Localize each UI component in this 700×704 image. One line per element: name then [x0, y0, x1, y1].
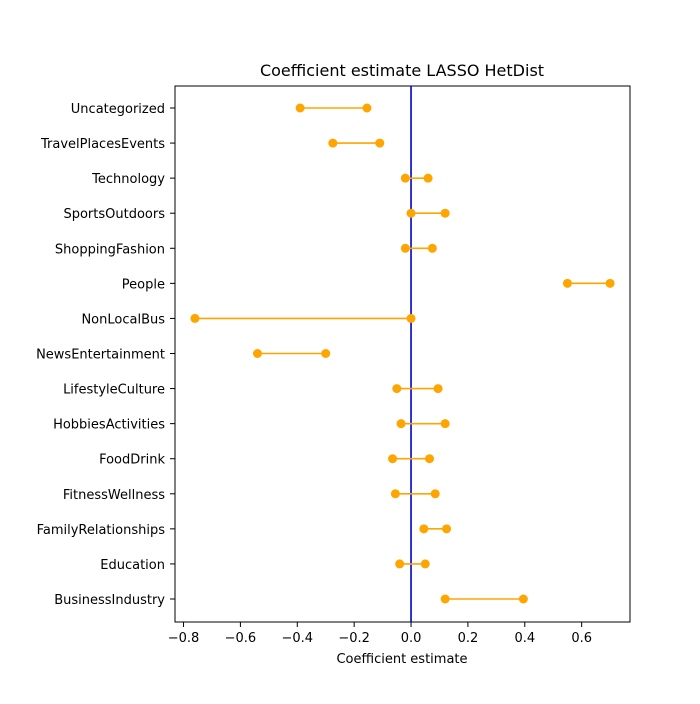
y-tick-label: Education [100, 558, 165, 573]
x-tick-label: 0.6 [571, 631, 592, 646]
interval-high-point [433, 384, 443, 394]
y-tick-label: SportsOutdoors [63, 207, 165, 222]
interval-high-point [423, 173, 433, 183]
interval-low-point [562, 278, 572, 288]
y-tick-label: FamilyRelationships [37, 523, 166, 538]
interval-high-point [440, 208, 450, 218]
interval-low-point [419, 524, 429, 534]
interval-high-point [406, 313, 416, 323]
plot-area: −0.8 −0.6 −0.4 −0.2 0.0 0.2 0.4 0.6 BusinessIndu… [36, 85, 631, 646]
y-tick-label: Uncategorized [71, 102, 165, 117]
interval-high-point [425, 454, 435, 464]
x-axis-label: Coefficient estimate [336, 652, 467, 667]
x-tick-label: 0.0 [401, 631, 422, 646]
y-tick-label: Technology [91, 172, 165, 187]
interval-high-point [420, 559, 430, 569]
interval-high-point [427, 243, 437, 253]
interval-low-point [400, 173, 410, 183]
interval-high-point [605, 278, 615, 288]
interval-low-point [252, 349, 262, 358]
interval-low-point [400, 243, 410, 253]
y-tick-label: FoodDrink [99, 453, 165, 468]
y-tick-label: NonLocalBus [81, 312, 165, 327]
y-tick-label: HobbiesActivities [53, 418, 165, 433]
interval-high-point [362, 103, 372, 113]
interval-low-point [190, 313, 200, 323]
y-tick-label: People [122, 277, 165, 292]
y-tick-label: ShoppingFashion [55, 242, 165, 257]
interval-high-point [440, 419, 450, 429]
interval-low-point [440, 594, 450, 604]
interval-high-point [375, 138, 385, 148]
x-tick-label: −0.2 [338, 631, 370, 646]
y-tick-label: BusinessIndustry [54, 593, 165, 608]
interval-high-point [518, 594, 528, 604]
interval-high-point [321, 349, 331, 358]
interval-low-point [390, 489, 400, 499]
interval-low-point [328, 138, 338, 148]
interval-low-point [395, 559, 405, 569]
x-tick-label: −0.8 [168, 631, 200, 646]
interval-high-point [430, 489, 440, 499]
x-tick-label: 0.4 [514, 631, 535, 646]
plot-frame [174, 85, 631, 623]
y-tick-label: TravelPlacesEvents [40, 137, 165, 152]
interval-low-point [295, 103, 305, 113]
y-tick-label: FitnessWellness [63, 488, 165, 503]
y-tick-label: LifestyleCulture [63, 383, 165, 398]
x-tick-label: −0.6 [225, 631, 257, 646]
interval-low-point [406, 208, 416, 218]
chart-title: Coefficient estimate LASSO HetDist [260, 61, 544, 80]
interval-low-point [388, 454, 398, 464]
x-tick-label: 0.2 [458, 631, 479, 646]
interval-low-point [392, 384, 402, 394]
y-tick-label: NewsEntertainment [36, 348, 165, 363]
interval-high-point [442, 524, 452, 534]
x-tick-label: −0.4 [281, 631, 313, 646]
interval-low-point [396, 419, 406, 429]
